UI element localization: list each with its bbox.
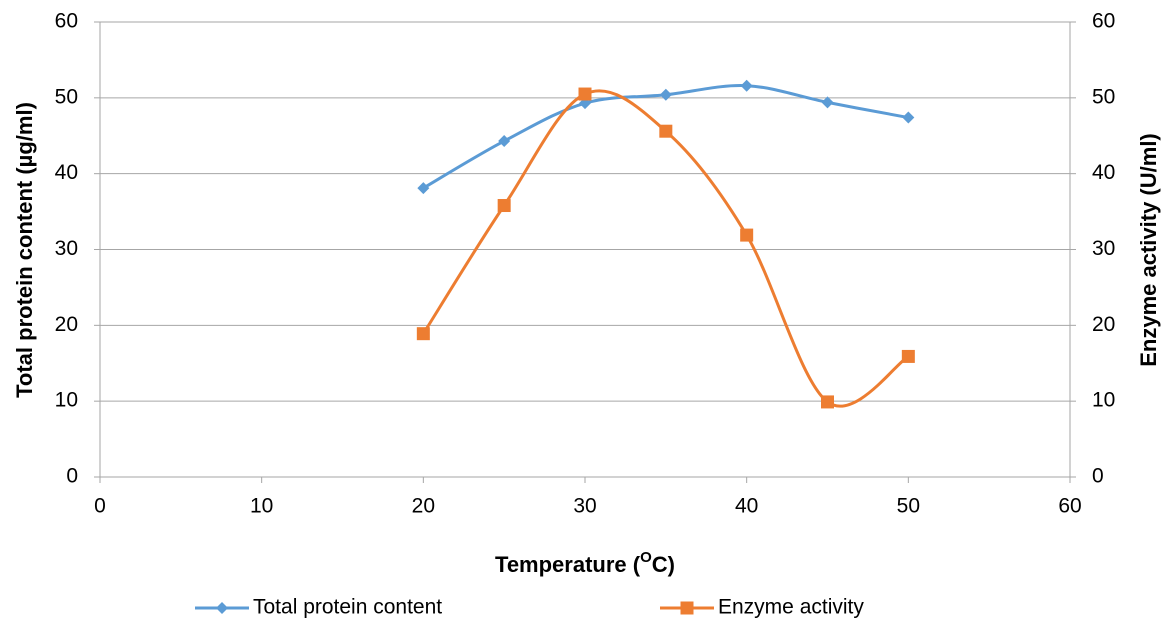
y2-tick-label: 0: [1092, 465, 1104, 488]
legend-label: Total protein content: [253, 596, 442, 619]
marker: [578, 87, 592, 101]
y-tick-label: 30: [55, 237, 78, 260]
marker: [417, 182, 430, 195]
x-tick-label: 20: [412, 495, 435, 518]
marker: [416, 327, 430, 341]
y2-axis-label: Enzyme activity (U/ml): [1136, 133, 1161, 367]
y-tick-label: 60: [55, 10, 78, 33]
y2-tick-label: 60: [1092, 10, 1115, 33]
x-tick-label: 60: [1058, 495, 1081, 518]
x-label-sup: O: [640, 549, 652, 566]
legend-marker: [680, 601, 694, 615]
y-tick-label: 50: [55, 85, 78, 108]
y-axis-label: Total protein content (µg/ml): [12, 102, 37, 398]
marker: [498, 135, 511, 148]
y-tick-label: 20: [55, 313, 78, 336]
x-axis-label: Temperature (OC): [495, 549, 675, 577]
y-tick-label: 10: [55, 389, 78, 412]
x-tick-label: 30: [573, 495, 596, 518]
y2-tick-label: 20: [1092, 313, 1115, 336]
legend-marker: [216, 602, 228, 614]
x-tick-label: 10: [250, 495, 273, 518]
marker: [659, 124, 673, 138]
x-tick-label: 50: [897, 495, 920, 518]
x-label-part: Temperature (: [495, 552, 641, 577]
x-label-part: C): [652, 552, 675, 577]
marker: [821, 96, 834, 109]
marker: [740, 228, 754, 242]
y2-tick-label: 10: [1092, 389, 1115, 412]
marker: [497, 199, 511, 213]
marker: [902, 111, 915, 124]
y-tick-label: 40: [55, 161, 78, 184]
legend-label: Enzyme activity: [718, 596, 864, 619]
x-tick-label: 40: [735, 495, 758, 518]
y-tick-label: 0: [66, 465, 78, 488]
y2-tick-label: 40: [1092, 161, 1115, 184]
series-line: [422, 89, 910, 408]
marker: [821, 395, 834, 409]
x-tick-label: 0: [94, 495, 106, 518]
y2-tick-label: 50: [1092, 85, 1115, 108]
marker: [659, 88, 672, 101]
marker: [740, 79, 753, 92]
marker: [901, 349, 915, 363]
y2-tick-label: 30: [1092, 237, 1115, 260]
